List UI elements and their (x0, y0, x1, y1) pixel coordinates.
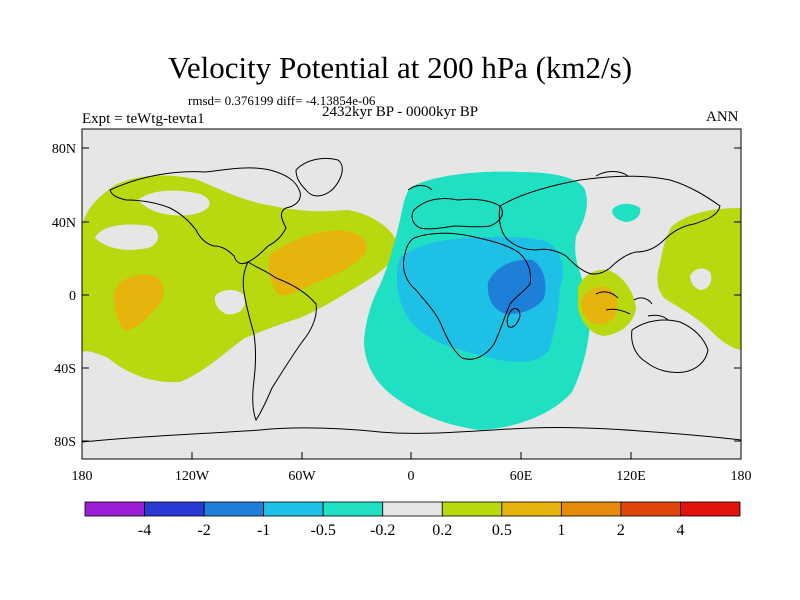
colorbar-swatch (560, 501, 622, 517)
period-label: 2432kyr BP - 0000kyr BP (322, 104, 479, 120)
contour-gap-pacific (690, 268, 712, 290)
y-tick-label: 0 (69, 289, 76, 304)
contour-pos-0.5-indonesia (581, 286, 618, 324)
colorbar-swatch (263, 501, 324, 517)
colorbar-label: -4 (138, 522, 151, 539)
coastline-antarctica (82, 426, 741, 443)
season-label: ANN (706, 109, 739, 125)
coastline-greenland (295, 157, 343, 197)
coastline-australia (631, 319, 709, 373)
x-tick-marks (81, 452, 742, 459)
contour-gap-west-2 (138, 190, 210, 216)
chart-title: Velocity Potential at 200 hPa (km2/s) (167, 50, 633, 85)
colorbar-swatch (680, 501, 741, 517)
contour-pos-0.5-west-b (114, 274, 165, 331)
x-tick-label: 180 (72, 469, 93, 484)
experiment-label: Expt = teWtg-tevta1 (82, 111, 205, 127)
coastline-north-america (109, 167, 301, 265)
x-tick-label: 180 (731, 469, 752, 484)
contour-neg-0.2-pacific (612, 203, 641, 222)
colorbar-label: -0.2 (370, 522, 395, 539)
colorbar-swatch (203, 501, 265, 517)
x-tick-label: 60W (288, 469, 316, 484)
contour-gap-west-3 (214, 290, 246, 315)
coastline-madagascar (506, 308, 521, 328)
colorbar-label: 4 (676, 522, 684, 539)
colorbar-swatch (501, 501, 562, 517)
y-tick-label: 40S (54, 362, 76, 377)
colorbar-label: 2 (617, 522, 625, 539)
contour-pos-0.5-west-a (268, 230, 367, 296)
colorbar-label: 0.5 (492, 522, 512, 539)
contour-gap-west-1 (95, 224, 159, 250)
contour-fields (82, 171, 741, 431)
x-tick-label: 120W (175, 469, 210, 484)
x-tick-label: 60E (510, 469, 533, 484)
coastlines (82, 157, 741, 443)
colorbar-swatch (441, 501, 503, 517)
colorbar-swatch (382, 501, 443, 517)
contour-pos-0.2-west (82, 175, 399, 383)
coastline-arctic (407, 171, 629, 191)
x-tick-label: 0 (408, 469, 415, 484)
stats-line: rmsd= 0.376199 diff= -4.13854e-06 (188, 93, 376, 108)
x-tick-label: 120E (616, 469, 646, 484)
coastline-europe (411, 197, 503, 230)
coastline-south-america (242, 261, 317, 422)
colorbar-swatch (84, 501, 145, 517)
colorbar-label: -2 (197, 522, 210, 539)
y-tick-label: 40N (52, 216, 76, 231)
coastline-africa (403, 232, 531, 360)
coastline-asia (498, 175, 721, 275)
colorbar: -4 -2 -1 -0.5 -0.2 0.2 0.5 1 2 4 (84, 501, 741, 539)
y-tick-label: 80S (54, 435, 76, 450)
colorbar-swatch (144, 501, 205, 517)
colorbar-swatch (620, 501, 681, 517)
coastline-indonesia (595, 291, 669, 321)
contour-neg-1-east (487, 259, 546, 314)
colorbar-label: 0.2 (432, 522, 452, 539)
y-tick-marks (82, 147, 741, 442)
colorbar-label: -0.5 (311, 522, 336, 539)
colorbar-swatch (322, 501, 384, 517)
colorbar-label: 1 (557, 522, 565, 539)
colorbar-label: -1 (257, 522, 270, 539)
y-tick-label: 80N (52, 142, 76, 157)
